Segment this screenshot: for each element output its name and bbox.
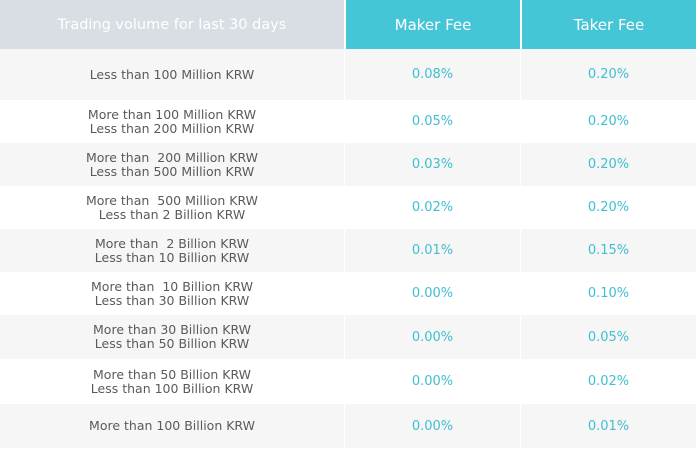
maker-fee-cell: 0.00% (344, 359, 520, 404)
volume-cell: Less than 100 Million KRW (0, 49, 344, 100)
table-row: More than 50 Billion KRW Less than 100 Bi… (0, 359, 696, 404)
maker-fee-cell: 0.00% (344, 272, 520, 315)
volume-cell: More than 50 Billion KRW Less than 100 Bi… (0, 359, 344, 404)
volume-line: More than 100 Million KRW (87, 106, 257, 122)
taker-fee-cell: 0.15% (520, 229, 696, 272)
table-row: More than 2 Billion KRW Less than 10 Bill… (0, 229, 696, 272)
table-row: More than 200 Million KRW Less than 500 M… (0, 143, 696, 186)
taker-fee-cell: 0.05% (520, 315, 696, 359)
table-row: More than 30 Billion KRW Less than 50 Bil… (0, 315, 696, 359)
taker-fee-cell: 0.20% (520, 143, 696, 186)
volume-cell: More than 2 Billion KRW Less than 10 Bill… (0, 229, 344, 272)
volume-line: More than 50 Billion KRW (93, 366, 251, 382)
table-body: Less than 100 Million KRW 0.08% 0.20% More … (0, 49, 696, 448)
header-maker-fee: Maker Fee (344, 0, 520, 49)
maker-fee-cell: 0.08% (344, 49, 520, 100)
volume-line: More than 2 Billion KRW (95, 235, 249, 251)
maker-fee-cell: 0.05% (344, 100, 520, 143)
table-row: More than 100 Billion KRW 0.00% 0.01% (0, 404, 696, 448)
taker-fee-cell: 0.01% (520, 404, 696, 448)
volume-cell: More than 200 Million KRW Less than 500 M… (0, 143, 344, 186)
volume-line: Less than 500 Million KRW (89, 163, 255, 179)
volume-line: Less than 2 Billion KRW (98, 206, 246, 222)
volume-line: Less than 100 Billion KRW (90, 380, 254, 396)
table-row: More than 100 Million KRW Less than 200 M… (0, 100, 696, 143)
taker-fee-cell: 0.20% (520, 186, 696, 229)
taker-fee-cell: 0.10% (520, 272, 696, 315)
table-row: More than 10 Billion KRW Less than 30 Bil… (0, 272, 696, 315)
volume-line: More than 200 Million KRW (85, 149, 259, 165)
maker-fee-cell: 0.03% (344, 143, 520, 186)
volume-line: More than 100 Billion KRW (89, 418, 255, 433)
volume-line: Less than 30 Billion KRW (94, 292, 250, 308)
maker-fee-cell: 0.02% (344, 186, 520, 229)
volume-cell: More than 100 Billion KRW (0, 404, 344, 448)
taker-fee-cell: 0.20% (520, 100, 696, 143)
maker-fee-cell: 0.00% (344, 315, 520, 359)
volume-line: Less than 100 Million KRW (89, 66, 255, 82)
maker-fee-cell: 0.01% (344, 229, 520, 272)
taker-fee-cell: 0.20% (520, 49, 696, 100)
volume-line: Less than 200 Million KRW (89, 120, 255, 136)
volume-line: More than 10 Billion KRW (91, 278, 253, 294)
volume-line: More than 500 Million KRW (85, 192, 259, 208)
volume-line: Less than 50 Billion KRW (94, 336, 250, 351)
maker-fee-cell: 0.00% (344, 404, 520, 448)
volume-cell: More than 10 Billion KRW Less than 30 Bil… (0, 272, 344, 315)
volume-line: More than 30 Billion KRW (93, 322, 251, 337)
table-header: Trading volume for last 30 days Maker Fe… (0, 0, 696, 49)
table-row: Less than 100 Million KRW 0.08% 0.20% (0, 49, 696, 100)
volume-cell: More than 30 Billion KRW Less than 50 Bil… (0, 315, 344, 359)
header-taker-fee: Taker Fee (520, 0, 696, 49)
taker-fee-cell: 0.02% (520, 359, 696, 404)
volume-cell: More than 500 Million KRW Less than 2 Bil… (0, 186, 344, 229)
volume-line: Less than 10 Billion KRW (94, 249, 250, 265)
table-row: More than 500 Million KRW Less than 2 Bil… (0, 186, 696, 229)
volume-cell: More than 100 Million KRW Less than 200 M… (0, 100, 344, 143)
header-trading-volume: Trading volume for last 30 days (0, 0, 344, 49)
